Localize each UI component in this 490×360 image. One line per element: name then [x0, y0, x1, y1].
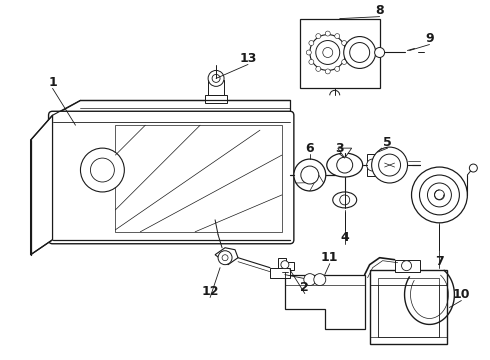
Polygon shape	[270, 268, 290, 278]
Circle shape	[306, 50, 311, 55]
Circle shape	[325, 69, 330, 74]
Polygon shape	[30, 115, 52, 255]
Polygon shape	[338, 148, 352, 158]
Circle shape	[469, 164, 477, 172]
Circle shape	[350, 42, 369, 62]
Bar	[300, 19, 380, 88]
Circle shape	[343, 37, 376, 68]
Text: 13: 13	[239, 52, 257, 65]
Circle shape	[301, 166, 319, 184]
Circle shape	[212, 75, 220, 82]
Circle shape	[367, 159, 379, 171]
Circle shape	[309, 41, 314, 45]
Circle shape	[401, 261, 412, 271]
Circle shape	[222, 255, 228, 261]
Bar	[369, 270, 447, 345]
Circle shape	[91, 158, 114, 182]
Polygon shape	[52, 100, 290, 115]
Text: 12: 12	[201, 285, 219, 298]
Circle shape	[323, 48, 333, 58]
Ellipse shape	[333, 192, 357, 208]
Circle shape	[375, 48, 385, 58]
Circle shape	[335, 33, 340, 39]
Text: 3: 3	[336, 141, 344, 155]
Circle shape	[208, 71, 224, 86]
Circle shape	[325, 31, 330, 36]
Circle shape	[304, 274, 316, 285]
Circle shape	[379, 154, 400, 176]
Polygon shape	[215, 248, 238, 265]
Bar	[394, 260, 419, 272]
Circle shape	[335, 66, 340, 71]
Bar	[208, 80, 224, 95]
Circle shape	[281, 261, 289, 269]
Circle shape	[340, 195, 350, 205]
Circle shape	[316, 41, 340, 64]
Text: 5: 5	[383, 136, 392, 149]
Circle shape	[316, 33, 321, 39]
Circle shape	[294, 159, 326, 191]
Text: 11: 11	[321, 251, 339, 264]
Bar	[367, 154, 379, 176]
Circle shape	[427, 183, 451, 207]
Circle shape	[344, 50, 349, 55]
Text: 7: 7	[435, 255, 444, 268]
Circle shape	[435, 190, 444, 200]
Circle shape	[80, 148, 124, 192]
Text: 6: 6	[305, 141, 314, 155]
Circle shape	[371, 147, 408, 183]
Circle shape	[342, 41, 346, 45]
Circle shape	[342, 59, 346, 64]
Text: 1: 1	[48, 76, 57, 89]
Text: 4: 4	[341, 231, 349, 244]
Circle shape	[218, 251, 232, 265]
Bar	[378, 278, 440, 337]
Polygon shape	[115, 125, 282, 232]
Circle shape	[310, 35, 346, 71]
Circle shape	[337, 157, 353, 173]
Polygon shape	[285, 275, 365, 329]
Circle shape	[316, 66, 321, 71]
Ellipse shape	[327, 153, 363, 177]
Text: 10: 10	[453, 288, 470, 301]
Bar	[205, 95, 227, 103]
Text: 2: 2	[300, 281, 309, 294]
Circle shape	[309, 59, 314, 64]
Text: 9: 9	[425, 32, 434, 45]
Polygon shape	[278, 258, 294, 270]
Circle shape	[419, 175, 460, 215]
Circle shape	[412, 167, 467, 223]
Text: 8: 8	[375, 4, 384, 17]
Circle shape	[314, 274, 326, 285]
FancyBboxPatch shape	[49, 111, 294, 244]
